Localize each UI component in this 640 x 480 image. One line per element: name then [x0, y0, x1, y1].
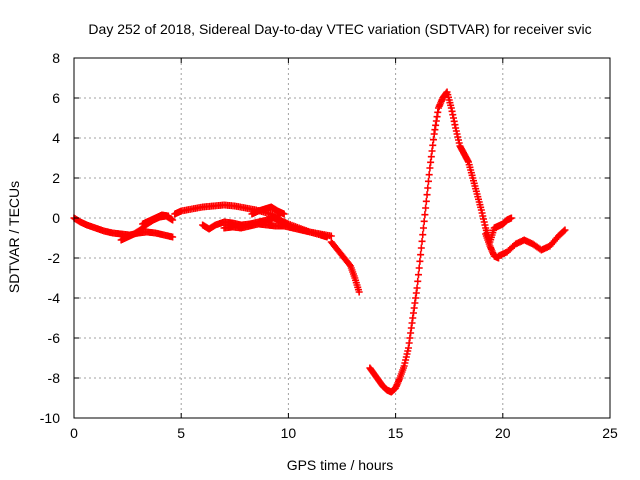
plot-frame: [73, 57, 611, 419]
data-point: [327, 232, 335, 240]
series-C: [139, 211, 172, 228]
data-point: [560, 227, 568, 235]
grid-lines: [74, 58, 610, 418]
data-point: [561, 226, 569, 234]
axis-ticks: 0 5 10 15 20 25 -10 -8 -6 -4 -2 0 2 4 6 8: [40, 50, 618, 441]
y-tick-label: 6: [52, 90, 60, 106]
data-point: [422, 204, 430, 212]
data-point: [169, 233, 177, 241]
data-point: [355, 288, 363, 296]
series-H: [327, 238, 363, 296]
data-point: [507, 214, 515, 222]
x-tick-label: 0: [70, 425, 78, 441]
y-tick-label: 0: [52, 210, 60, 226]
data-point: [422, 197, 430, 205]
x-tick-label: 10: [281, 425, 297, 441]
data-point: [418, 237, 426, 245]
data-point: [415, 264, 423, 272]
data-point: [420, 217, 428, 225]
data-point: [417, 251, 425, 259]
data-point: [416, 257, 424, 265]
data-point: [419, 231, 427, 239]
series-F: [220, 220, 335, 240]
data-point: [417, 244, 425, 252]
data-point: [425, 171, 433, 179]
x-tick-label: 20: [495, 425, 511, 441]
data-point: [424, 184, 432, 192]
series-G: [248, 203, 288, 218]
data-point: [164, 212, 172, 220]
y-tick-label: 8: [52, 50, 60, 66]
data-point: [414, 271, 422, 279]
y-tick-label: -2: [48, 250, 61, 266]
y-tick-label: -4: [48, 290, 61, 306]
data-point: [423, 191, 431, 199]
chart-title: Day 252 of 2018, Sidereal Day-to-day VTE…: [88, 21, 591, 37]
series-K: [495, 226, 569, 260]
y-axis-label: SDTVAR / TECUs: [6, 181, 22, 293]
data-point: [413, 284, 421, 292]
y-tick-label: -10: [40, 410, 60, 426]
data-point: [424, 177, 432, 185]
data-point: [280, 210, 288, 218]
data-point: [169, 216, 177, 224]
data-point: [414, 277, 422, 285]
x-axis-label: GPS time / hours: [287, 457, 394, 473]
y-tick-label: -8: [48, 370, 61, 386]
data-point: [421, 211, 429, 219]
x-tick-label: 15: [388, 425, 404, 441]
y-tick-label: 4: [52, 130, 60, 146]
y-tick-label: -6: [48, 330, 61, 346]
x-tick-label: 5: [177, 425, 185, 441]
series-A: [70, 214, 177, 241]
y-tick-label: 2: [52, 170, 60, 186]
data-points: [70, 88, 569, 396]
data-point: [419, 224, 427, 232]
x-tick-label: 25: [602, 425, 618, 441]
